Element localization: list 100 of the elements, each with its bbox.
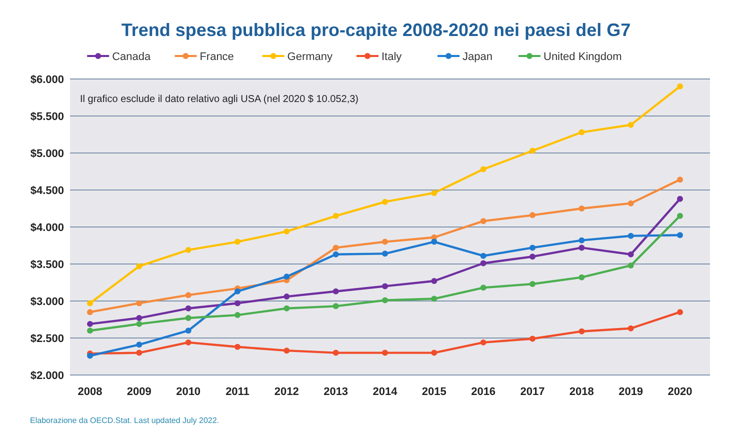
point [234, 238, 240, 245]
legend-label: Japan [462, 51, 492, 63]
x-tick-label: 2018 [569, 386, 594, 398]
x-tick-label: 2016 [471, 386, 496, 398]
point [677, 176, 683, 183]
point [185, 315, 192, 322]
point [530, 280, 536, 287]
x-tick-label: 2015 [422, 386, 446, 398]
point [677, 309, 683, 316]
point [480, 166, 486, 172]
point [578, 244, 585, 251]
point [480, 252, 486, 259]
y-tick-label: $3.000 [30, 296, 64, 308]
point [284, 274, 290, 280]
point [530, 244, 536, 251]
point [382, 250, 388, 257]
y-tick-label: $2.000 [30, 370, 64, 382]
legend-label: Canada [112, 51, 152, 63]
point [530, 336, 536, 342]
y-tick-label: $2.500 [30, 333, 64, 345]
point [628, 200, 634, 206]
point [480, 339, 486, 346]
point [480, 218, 486, 224]
point [431, 238, 438, 245]
x-tick-label: 2014 [372, 386, 398, 398]
legend-label: Germany [287, 51, 334, 63]
point [284, 228, 290, 234]
point [185, 328, 192, 334]
y-tick-label: $4.500 [30, 185, 64, 197]
point [136, 320, 142, 327]
point [136, 263, 142, 270]
point [480, 284, 486, 291]
point [530, 148, 536, 154]
point [234, 344, 240, 350]
point [677, 196, 683, 202]
x-tick-label: 2011 [226, 386, 250, 398]
point [87, 309, 93, 316]
point [578, 274, 585, 280]
annotation: Il grafico esclude il dato relativo agli USA (nel 2020 $ 10.052,3) [80, 94, 359, 105]
point [136, 315, 142, 322]
point [185, 305, 192, 312]
point [136, 342, 142, 348]
point [87, 320, 93, 327]
point [382, 283, 388, 290]
point [185, 292, 192, 298]
y-tick-label: $4.000 [30, 222, 64, 234]
legend-label: France [200, 51, 234, 63]
y-tick-label: $6.000 [30, 74, 64, 86]
point [677, 212, 683, 219]
chart-title: Trend spesa pubblica pro-capite 2008-2020 nei paesi del G7 [121, 20, 631, 40]
point [382, 198, 388, 205]
point [578, 129, 585, 136]
x-tick-label: 2019 [618, 386, 644, 398]
y-tick-label: $5.500 [30, 111, 64, 123]
point [530, 212, 536, 218]
point [136, 350, 142, 356]
point [382, 238, 388, 245]
point [234, 300, 240, 306]
point [628, 325, 634, 332]
x-tick-label: 2012 [274, 386, 299, 398]
point [284, 348, 290, 354]
point [578, 237, 585, 244]
point [234, 312, 240, 318]
point [578, 328, 585, 334]
point [284, 294, 290, 300]
point [185, 339, 192, 346]
point [628, 262, 634, 268]
point [284, 305, 290, 312]
x-tick-label: 2013 [324, 386, 348, 398]
legend-label: United Kingdom [544, 51, 622, 63]
point [382, 350, 388, 356]
point [628, 232, 634, 239]
point [332, 244, 339, 251]
point [677, 232, 683, 238]
point [677, 83, 683, 90]
point [87, 328, 93, 334]
point [332, 350, 339, 356]
point [480, 260, 486, 266]
point [431, 278, 438, 284]
y-tick-label: $5.000 [30, 148, 64, 160]
point [431, 350, 438, 356]
point [431, 296, 438, 302]
x-tick-label: 2009 [126, 386, 152, 398]
point [332, 251, 339, 258]
x-tick-label: 2017 [520, 386, 545, 398]
x-tick-label: 2008 [78, 386, 102, 398]
text: Elaborazione da OECD.Stat. Last updated July 2022. [30, 416, 220, 425]
point [628, 122, 634, 128]
point [87, 300, 93, 306]
point [332, 303, 339, 310]
point [185, 246, 192, 253]
point [628, 251, 634, 258]
point [431, 190, 438, 196]
point [234, 288, 240, 294]
point [578, 206, 585, 212]
point [136, 300, 142, 306]
y-tick-label: $3.500 [30, 259, 64, 271]
point [382, 297, 388, 304]
point [530, 254, 536, 260]
x-tick-label: 2020 [668, 386, 692, 398]
